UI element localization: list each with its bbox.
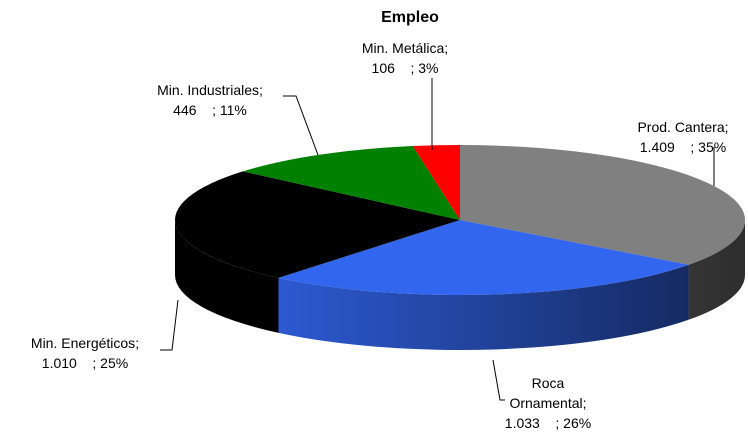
label-line: Roca Ornamental; xyxy=(498,373,598,413)
label-line: Prod. Cantera; xyxy=(603,117,748,137)
label-line: 1.010 ; 25% xyxy=(0,353,170,373)
separator: ; xyxy=(92,355,97,371)
percent-label: 35% xyxy=(698,139,727,155)
value-label: 1.033 xyxy=(504,415,540,431)
percent-label: 11% xyxy=(219,102,247,118)
separator: ; xyxy=(444,40,449,56)
label-line: Min. Industriales; xyxy=(125,80,295,100)
slice-side xyxy=(688,220,745,320)
slice xyxy=(278,220,689,295)
data-label: Prod. Cantera; 1.409 ; 35% xyxy=(603,117,748,157)
leader-line xyxy=(283,95,319,156)
slice xyxy=(175,171,461,278)
percent-label: 26% xyxy=(563,415,592,431)
separator: ; xyxy=(259,82,263,98)
value-label: 106 xyxy=(371,60,395,76)
category-name: Prod. Cantera xyxy=(637,119,725,135)
category-name: Min. Industriales xyxy=(157,82,260,98)
data-label: Roca Ornamental; 1.033 ; 26% xyxy=(498,373,598,433)
separator: ; xyxy=(724,119,729,135)
label-line: Min. Energéticos; xyxy=(0,333,170,353)
percent-label: 3% xyxy=(418,60,439,76)
separator: ; xyxy=(212,102,216,118)
value-label: 1.010 xyxy=(41,355,77,371)
separator: ; xyxy=(690,139,695,155)
separator: ; xyxy=(410,60,415,76)
category-name: Min. Energéticos xyxy=(30,335,136,351)
data-label: Min. Industriales; 446 ; 11% xyxy=(125,80,295,120)
slice-side xyxy=(278,264,689,351)
category-name: Roca Ornamental xyxy=(509,375,583,411)
slice xyxy=(412,145,460,220)
separator: ; xyxy=(555,415,560,431)
separator: ; xyxy=(135,335,140,351)
label-line: 106 ; 3% xyxy=(325,58,485,78)
label-line: 1.033 ; 26% xyxy=(498,413,598,433)
slice xyxy=(242,146,460,220)
value-label: 446 xyxy=(173,102,197,118)
slice-side xyxy=(175,220,279,333)
separator: ; xyxy=(582,395,587,411)
data-label: Min. Energéticos; 1.010 ; 25% xyxy=(0,333,170,373)
slice xyxy=(460,145,746,265)
category-name: Min. Metálica xyxy=(361,40,445,56)
value-label: 1.409 xyxy=(639,139,675,155)
data-label: Min. Metálica; 106 ; 3% xyxy=(325,38,485,78)
label-line: 1.409 ; 35% xyxy=(603,137,748,157)
label-line: 446 ; 11% xyxy=(125,100,295,120)
chart-title: Empleo xyxy=(381,9,439,26)
leader-line xyxy=(160,299,179,351)
percent-label: 25% xyxy=(100,355,129,371)
label-line: Min. Metálica; xyxy=(325,38,485,58)
leader-line xyxy=(492,359,505,401)
